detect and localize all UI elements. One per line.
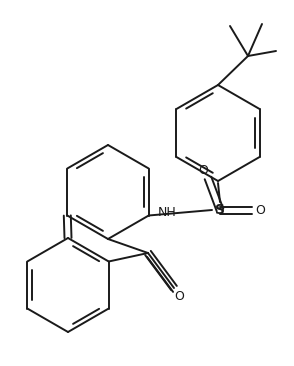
Text: O: O <box>174 290 184 303</box>
Text: O: O <box>255 203 265 217</box>
Text: NH: NH <box>157 206 176 219</box>
Text: O: O <box>198 164 208 176</box>
Text: S: S <box>215 203 225 217</box>
